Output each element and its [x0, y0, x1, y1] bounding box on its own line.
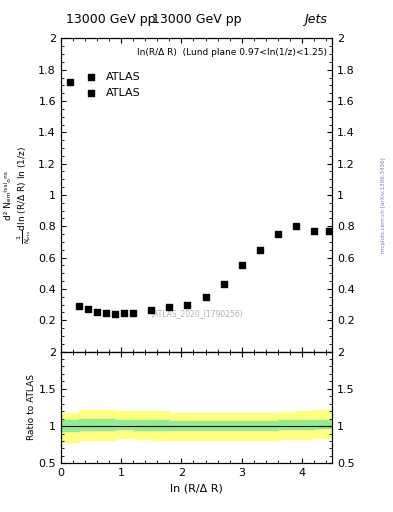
X-axis label: ln (R/Δ R): ln (R/Δ R)	[170, 484, 223, 494]
ATLAS	[103, 309, 109, 317]
ATLAS	[76, 302, 82, 310]
Y-axis label: Ratio to ATLAS: Ratio to ATLAS	[27, 374, 36, 440]
Y-axis label: d² Nₑₘᴵˢˢᴵₒⁿˢ
$\frac{1}{N_{jets}}$dln (R/$\Delta$ R) ln (1/z): d² Nₑₘᴵˢˢᴵₒⁿˢ $\frac{1}{N_{jets}}$dln (R…	[4, 146, 34, 244]
ATLAS	[293, 222, 299, 230]
ATLAS	[67, 78, 73, 87]
ATLAS	[85, 305, 91, 313]
ATLAS	[94, 308, 100, 316]
Text: (ATLAS_2020_I1790256): (ATLAS_2020_I1790256)	[150, 309, 243, 318]
ATLAS	[257, 246, 263, 254]
ATLAS	[112, 310, 118, 318]
ATLAS	[275, 230, 281, 238]
Text: mcplots.cern.ch [arXiv:1306.3436]: mcplots.cern.ch [arXiv:1306.3436]	[381, 157, 386, 252]
ATLAS	[202, 293, 209, 301]
ATLAS	[166, 303, 173, 311]
ATLAS	[220, 280, 227, 288]
Text: 13000 GeV pp: 13000 GeV pp	[66, 13, 156, 26]
ATLAS	[311, 227, 317, 235]
Text: ln(R/Δ R)  (Lund plane 0.97<ln(1/z)<1.25): ln(R/Δ R) (Lund plane 0.97<ln(1/z)<1.25)	[137, 48, 327, 57]
Text: Jets: Jets	[304, 13, 327, 26]
Text: 13000 GeV pp: 13000 GeV pp	[152, 13, 241, 26]
ATLAS	[121, 309, 127, 317]
ATLAS	[184, 301, 191, 309]
ATLAS	[148, 306, 154, 314]
ATLAS	[130, 309, 136, 317]
ATLAS	[239, 261, 245, 269]
ATLAS	[326, 227, 332, 235]
Legend: ATLAS, ATLAS: ATLAS, ATLAS	[80, 72, 140, 98]
